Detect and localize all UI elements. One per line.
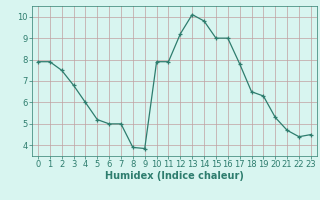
X-axis label: Humidex (Indice chaleur): Humidex (Indice chaleur): [105, 171, 244, 181]
